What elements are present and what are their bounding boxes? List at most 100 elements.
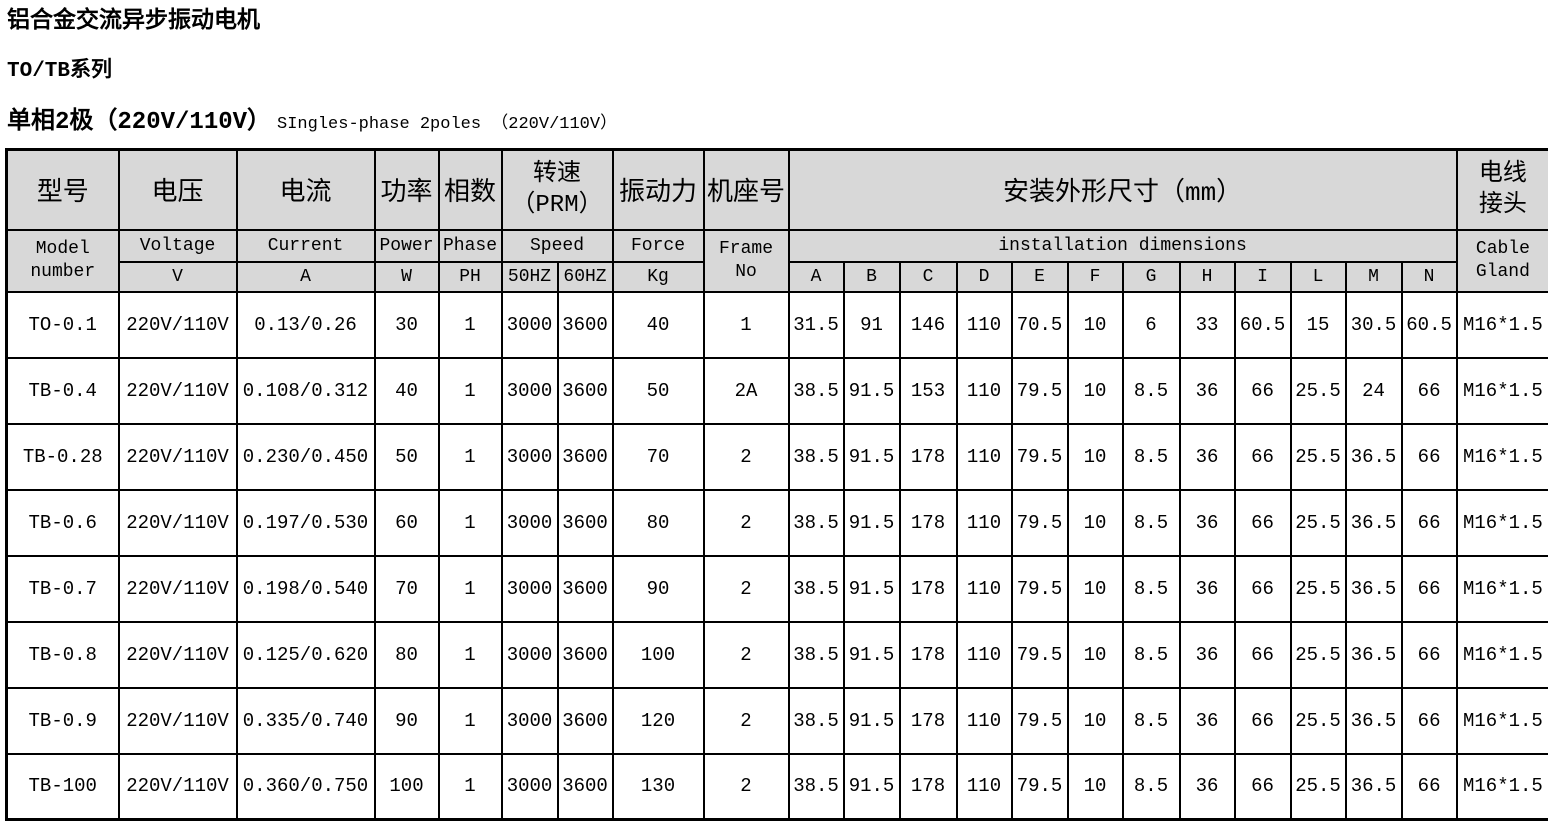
- cell-dim-d: 110: [955, 422, 1013, 491]
- cell-power: 30: [373, 290, 440, 359]
- cell-voltage: 220V/110V: [117, 554, 238, 623]
- cell-speed-50hz: 3000: [500, 290, 559, 359]
- cell-power: 40: [373, 356, 440, 425]
- cell-dim-c: 178: [898, 554, 958, 623]
- cell-speed-60hz: 3600: [556, 686, 614, 755]
- header-voltage-cn: 电压: [117, 148, 238, 231]
- cell-dim-l: 15: [1289, 290, 1347, 359]
- cell-dim-h: 36: [1178, 356, 1236, 425]
- table-row: TB-100 220V/110V 0.360/0.750 100 1 3000 3600 13…: [5, 752, 1548, 821]
- cell-speed-50hz: 3000: [500, 620, 559, 689]
- document-header: 铝合金交流异步振动电机 TO/TB系列 单相2极（220V/110V） SIngl…: [0, 0, 1548, 148]
- header-cable-en: Cable Gland: [1455, 228, 1548, 293]
- header-dim-f: F: [1066, 260, 1124, 293]
- cell-dim-b: 91.5: [842, 686, 901, 755]
- cell-force: 70: [611, 422, 705, 491]
- cell-frame-no: 2: [702, 554, 790, 623]
- header-cable-cn: 电线 接头: [1455, 148, 1548, 231]
- header-speed-50hz: 50HZ: [500, 260, 559, 293]
- cell-dim-n: 66: [1400, 356, 1458, 425]
- header-phase-unit: PH: [437, 260, 503, 293]
- header-dim-h: H: [1178, 260, 1236, 293]
- cell-speed-60hz: 3600: [556, 290, 614, 359]
- cell-dim-e: 79.5: [1010, 620, 1069, 689]
- cell-speed-60hz: 3600: [556, 752, 614, 821]
- header-dim-b: B: [842, 260, 901, 293]
- header-current-cn: 电流: [235, 148, 376, 231]
- cell-power: 60: [373, 488, 440, 557]
- cell-force: 130: [611, 752, 705, 821]
- cell-cable-gland: M16*1.5: [1455, 488, 1548, 557]
- cell-dim-b: 91.5: [842, 620, 901, 689]
- cell-dim-f: 10: [1066, 686, 1124, 755]
- cell-dim-b: 91.5: [842, 422, 901, 491]
- header-phase-en: Phase: [437, 228, 503, 263]
- cell-dim-h: 36: [1178, 488, 1236, 557]
- header-dim-g: G: [1121, 260, 1181, 293]
- cell-dim-e: 70.5: [1010, 290, 1069, 359]
- cell-speed-50hz: 3000: [500, 686, 559, 755]
- cell-dim-i: 66: [1233, 686, 1292, 755]
- cell-dim-d: 110: [955, 752, 1013, 821]
- cell-dim-f: 10: [1066, 554, 1124, 623]
- cell-phase: 1: [437, 752, 503, 821]
- cell-dim-m: 36.5: [1344, 620, 1403, 689]
- cell-power: 100: [373, 752, 440, 821]
- cell-speed-50hz: 3000: [500, 554, 559, 623]
- cell-dim-g: 8.5: [1121, 422, 1181, 491]
- cell-dim-a: 38.5: [787, 752, 845, 821]
- cell-model: TB-0.6: [5, 488, 120, 557]
- header-row-cn: 型号 电压 电流 功率 相数 转速 （PRM） 振动力 机座号 安装外形尺寸（m…: [5, 148, 1548, 231]
- cell-voltage: 220V/110V: [117, 422, 238, 491]
- cell-dim-f: 10: [1066, 620, 1124, 689]
- cell-dim-d: 110: [955, 686, 1013, 755]
- cell-voltage: 220V/110V: [117, 356, 238, 425]
- header-dim-l: L: [1289, 260, 1347, 293]
- header-dim-a: A: [787, 260, 845, 293]
- cell-cable-gland: M16*1.5: [1455, 422, 1548, 491]
- cell-dim-g: 8.5: [1121, 554, 1181, 623]
- cell-current: 0.108/0.312: [235, 356, 376, 425]
- cell-dim-g: 8.5: [1121, 752, 1181, 821]
- cell-force: 50: [611, 356, 705, 425]
- cell-phase: 1: [437, 488, 503, 557]
- table-row: TB-0.4 220V/110V 0.108/0.312 40 1 3000 3600 50 2…: [5, 356, 1548, 425]
- cell-speed-50hz: 3000: [500, 356, 559, 425]
- cell-dim-e: 79.5: [1010, 422, 1069, 491]
- cell-frame-no: 1: [702, 290, 790, 359]
- cell-dim-m: 24: [1344, 356, 1403, 425]
- cell-power: 50: [373, 422, 440, 491]
- cell-dim-f: 10: [1066, 290, 1124, 359]
- header-row-units: V A W PH 50HZ 60HZ Kg A B C D E F G H I …: [7, 260, 1548, 293]
- cell-dim-d: 110: [955, 554, 1013, 623]
- cell-phase: 1: [437, 290, 503, 359]
- cell-frame-no: 2: [702, 752, 790, 821]
- cell-cable-gland: M16*1.5: [1455, 290, 1548, 359]
- header-row-en: Model number Voltage Current Power Phase…: [5, 228, 1548, 293]
- cell-frame-no: 2: [702, 620, 790, 689]
- cell-dim-i: 66: [1233, 488, 1292, 557]
- table-row: TB-0.9 220V/110V 0.335/0.740 90 1 3000 3600 120…: [5, 686, 1548, 755]
- cell-current: 0.197/0.530: [235, 488, 376, 557]
- cell-frame-no: 2: [702, 686, 790, 755]
- table-row: TB-0.8 220V/110V 0.125/0.620 80 1 3000 3600 100…: [5, 620, 1548, 689]
- cell-dim-i: 60.5: [1233, 290, 1292, 359]
- cell-dim-n: 66: [1400, 422, 1458, 491]
- cell-frame-no: 2: [702, 488, 790, 557]
- cell-dim-b: 91.5: [842, 752, 901, 821]
- cell-power: 80: [373, 620, 440, 689]
- header-model-cn: 型号: [5, 148, 120, 231]
- cell-dim-a: 38.5: [787, 422, 845, 491]
- cell-phase: 1: [437, 422, 503, 491]
- cell-dim-i: 66: [1233, 554, 1292, 623]
- header-dim-c: C: [898, 260, 958, 293]
- cell-dim-b: 91: [842, 290, 901, 359]
- cell-dim-g: 8.5: [1121, 488, 1181, 557]
- spec-table: 型号 电压 电流 功率 相数 转速 （PRM） 振动力 机座号 安装外形尺寸（m…: [5, 148, 1548, 821]
- header-power-en: Power: [373, 228, 440, 263]
- cell-dim-a: 38.5: [787, 554, 845, 623]
- cell-dim-m: 36.5: [1344, 554, 1403, 623]
- cell-current: 0.360/0.750: [235, 752, 376, 821]
- cell-dim-f: 10: [1066, 488, 1124, 557]
- cell-dim-i: 66: [1233, 356, 1292, 425]
